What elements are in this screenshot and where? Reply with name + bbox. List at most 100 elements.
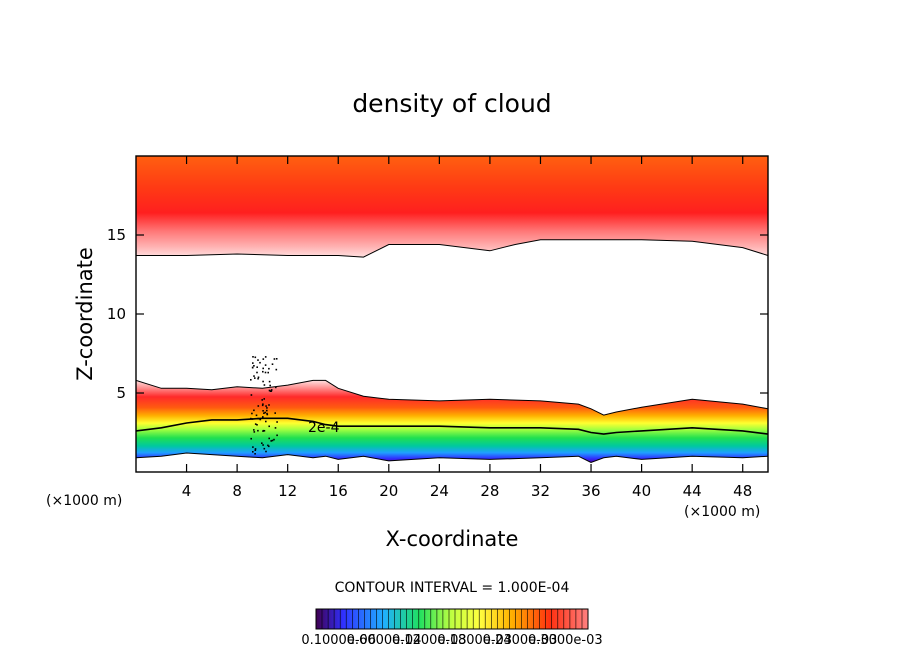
speckle-dot	[268, 437, 270, 440]
colorbar: 0.1000e-060.6000e-040.1200e-030.1800e-03…	[301, 608, 603, 648]
speckle-dot	[264, 411, 266, 414]
lower-cloud-base-contour	[136, 452, 768, 464]
speckle-dot	[264, 364, 267, 366]
x-tick-label: 36	[581, 482, 600, 500]
speckle-dot	[257, 377, 259, 380]
x-tick-label: 4	[182, 482, 192, 500]
speckle-dot	[266, 409, 268, 412]
x-unit-left: (×1000 m)	[46, 493, 122, 509]
speckle-dot	[257, 405, 260, 407]
colorbar-frame	[315, 608, 589, 630]
speckle-dot	[256, 371, 258, 374]
x-tick-label: 16	[329, 482, 348, 500]
speckle-dot	[251, 366, 254, 369]
speckle-dot	[275, 358, 278, 360]
speckle-dot	[267, 371, 269, 374]
speckle-dot	[254, 377, 256, 379]
speckle-dot	[250, 394, 253, 396]
x-tick-label: 40	[632, 482, 651, 500]
speckle-dot	[255, 414, 258, 417]
y-tick-label: 10	[107, 305, 126, 323]
x-axis-ticks: 4 8 12 16 20 24 28 32 36 40 44 48	[182, 156, 752, 500]
speckle-dot	[274, 412, 276, 414]
speckle-dot	[262, 358, 265, 360]
speckle-dot	[268, 445, 270, 448]
speckle-dot	[252, 446, 254, 448]
x-unit-right: (×1000 m)	[684, 504, 760, 520]
speckle-dot	[263, 447, 266, 450]
speckle-dot	[254, 449, 257, 451]
x-tick-label: 24	[430, 482, 449, 500]
speckle-dot	[271, 363, 274, 365]
speckle-dot	[262, 410, 264, 412]
lower-cloud-top-contour	[136, 379, 768, 416]
upper-cloud-edge-contour	[136, 239, 768, 258]
speckle-dot	[266, 413, 269, 416]
speckle-dot	[276, 434, 278, 437]
speckle-dot	[268, 367, 270, 370]
contour-interval-note: CONTOUR INTERVAL = 1.000E-04	[335, 580, 570, 596]
speckle-dot	[261, 404, 264, 407]
speckle-dot	[262, 403, 264, 405]
speckle-dot	[265, 405, 267, 407]
speckle-dot	[252, 356, 254, 358]
upper-cloud-layer	[136, 156, 768, 258]
speckle-dot	[251, 418, 254, 420]
speckle-dot	[265, 450, 267, 453]
speckle-dot	[275, 386, 277, 389]
speckle-dot	[257, 429, 259, 432]
colorbar-labels: 0.1000e-060.6000e-040.1200e-030.1800e-03…	[301, 633, 602, 648]
speckle-dot	[273, 358, 276, 360]
speckle-dot	[276, 421, 278, 423]
speckle-dot	[268, 425, 270, 428]
y-axis-title: Z-coordinate	[73, 247, 97, 381]
speckle-dot	[269, 384, 271, 387]
x-tick-label: 44	[683, 482, 702, 500]
speckle-dot	[262, 444, 264, 446]
speckle-dot	[275, 368, 278, 371]
y-tick-label: 5	[116, 384, 126, 402]
speckle-dot	[262, 380, 264, 383]
lower-cloud-layer	[136, 380, 768, 463]
y-axis-ticks: 5 10 15	[107, 226, 768, 402]
speckle-dot	[256, 424, 258, 426]
speckle-dot	[259, 361, 261, 364]
speckle-dot	[268, 404, 270, 406]
speckle-dot	[266, 412, 268, 415]
speckle-dot	[268, 389, 271, 392]
plot-area	[136, 156, 768, 472]
speckle-dot	[254, 423, 257, 425]
x-tick-label: 48	[733, 482, 752, 500]
speckle-dot	[263, 384, 266, 386]
speckle-dot	[253, 429, 255, 431]
speckle-dot	[257, 359, 259, 361]
colorbar-label: 0.1000e-06	[301, 633, 376, 648]
speckle-dot	[253, 375, 255, 377]
speckle-dot	[257, 417, 259, 420]
speckle-dot	[261, 442, 263, 444]
speckle-dot	[265, 420, 267, 423]
colorbar-label: 0.1200e-03	[392, 633, 467, 648]
colorbar-label: 0.1800e-03	[437, 633, 512, 648]
colorbar-label: 0.2400e-03	[483, 633, 558, 648]
speckle-dot	[250, 437, 252, 440]
x-tick-label: 12	[278, 482, 297, 500]
speckle-dot	[269, 390, 272, 392]
contour-label: 2e-4	[308, 420, 340, 436]
speckle-dot	[254, 356, 257, 359]
speckle-dot	[266, 407, 268, 409]
speckle-dot	[263, 398, 265, 400]
y-tick-label: 15	[107, 226, 126, 244]
speckle-dot	[267, 444, 269, 447]
colorbar-label: 0.6000e-04	[347, 633, 422, 648]
x-tick-label: 28	[480, 482, 499, 500]
speckle-dot	[254, 453, 256, 455]
colorbar-gradient	[316, 609, 588, 629]
speckle-dot	[264, 371, 267, 374]
speckle-dot	[251, 412, 253, 415]
chart-title: density of cloud	[352, 89, 551, 118]
speckle-dot	[256, 366, 258, 368]
speckle-dot	[262, 370, 264, 373]
x-tick-label: 8	[232, 482, 242, 500]
